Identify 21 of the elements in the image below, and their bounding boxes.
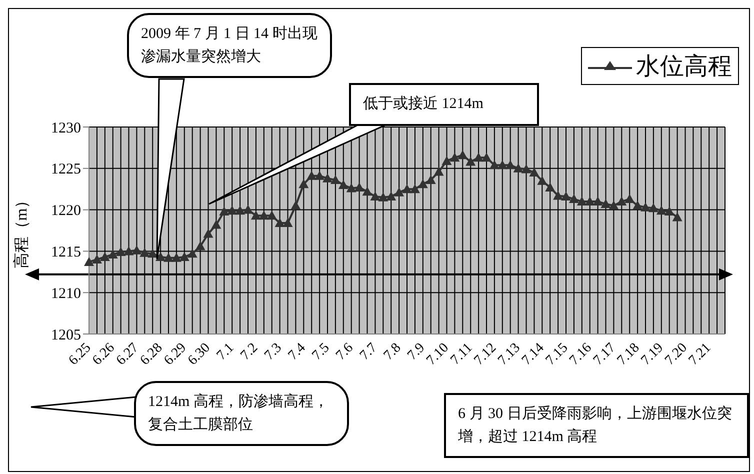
x-tick-label: 7.21 (686, 340, 714, 368)
y-tick-label: 1205 (51, 327, 81, 344)
y-tick-label: 1230 (51, 120, 81, 136)
callout-box: 6 月 30 日后受降雨影响，上游围堰水位突增，超过 1214m 高程 (444, 393, 749, 458)
x-tick-label: 7.5 (310, 340, 333, 364)
callout-box: 1214m 高程，防渗墙高程，复合土工膜部位 (134, 381, 349, 446)
x-tick-label: 7.8 (381, 340, 404, 364)
y-tick-label: 1210 (51, 286, 81, 302)
x-tick-label: 7.3 (262, 340, 285, 364)
y-tick-label: 1220 (51, 203, 81, 220)
y-tick-label: 1225 (51, 162, 81, 178)
x-tick-label: 7.6 (333, 340, 356, 364)
legend-label: 水位高程 (636, 52, 732, 82)
x-tick-label: 7.7 (357, 340, 380, 364)
y-axis-title: 高程（m） (12, 192, 31, 269)
x-tick-label: 7.4 (286, 340, 309, 364)
y-tick-label: 1215 (51, 244, 81, 261)
x-tick-label: 7.1 (214, 340, 238, 364)
x-tick-label: 7.2 (238, 340, 262, 364)
callout-box: 低于或接近 1214m (349, 83, 539, 126)
callout-box: 2009 年 7 月 1 日 14 时出现渗漏水量突然增大 (127, 13, 332, 78)
